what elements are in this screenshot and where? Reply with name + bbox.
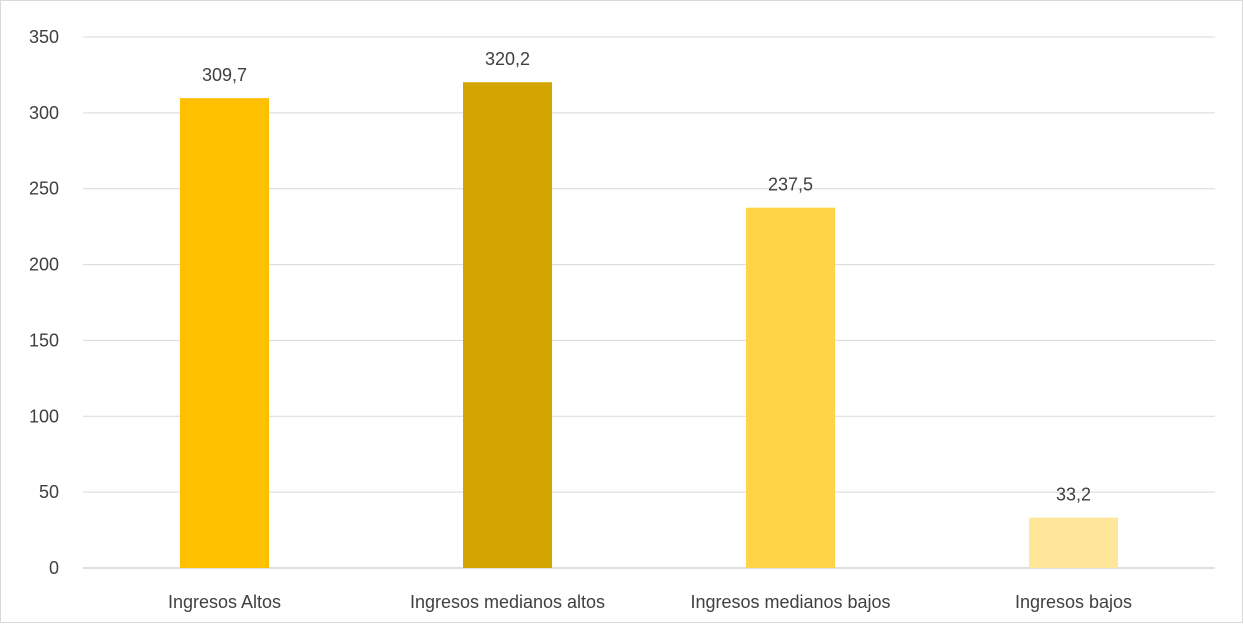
data-labels: 309,7 320,2 237,5 33,2	[202, 49, 1091, 504]
y-tick-label: 0	[49, 558, 59, 578]
bars	[180, 82, 1118, 569]
bar	[1029, 517, 1118, 568]
category-labels: Ingresos Altos Ingresos medianos altos Ing…	[168, 592, 1132, 612]
data-label: 320,2	[485, 49, 530, 69]
y-tick-label: 350	[29, 27, 59, 47]
category-label: Ingresos medianos bajos	[690, 592, 890, 612]
y-tick-label: 300	[29, 103, 59, 123]
y-axis-tick-labels: 0 50 100 150 200 250 300 350	[29, 27, 59, 578]
category-label: Ingresos Altos	[168, 592, 281, 612]
y-tick-label: 200	[29, 255, 59, 275]
y-tick-label: 100	[29, 406, 59, 426]
bar	[180, 98, 269, 568]
data-label: 237,5	[768, 175, 813, 195]
y-tick-label: 250	[29, 179, 59, 199]
y-tick-label: 150	[29, 330, 59, 350]
y-tick-label: 50	[39, 482, 59, 502]
category-label: Ingresos bajos	[1015, 592, 1132, 612]
category-label: Ingresos medianos altos	[410, 592, 605, 612]
data-label: 309,7	[202, 65, 247, 85]
bar	[746, 207, 835, 568]
data-label: 33,2	[1056, 485, 1091, 505]
gridlines	[83, 36, 1215, 493]
bar	[463, 82, 552, 569]
